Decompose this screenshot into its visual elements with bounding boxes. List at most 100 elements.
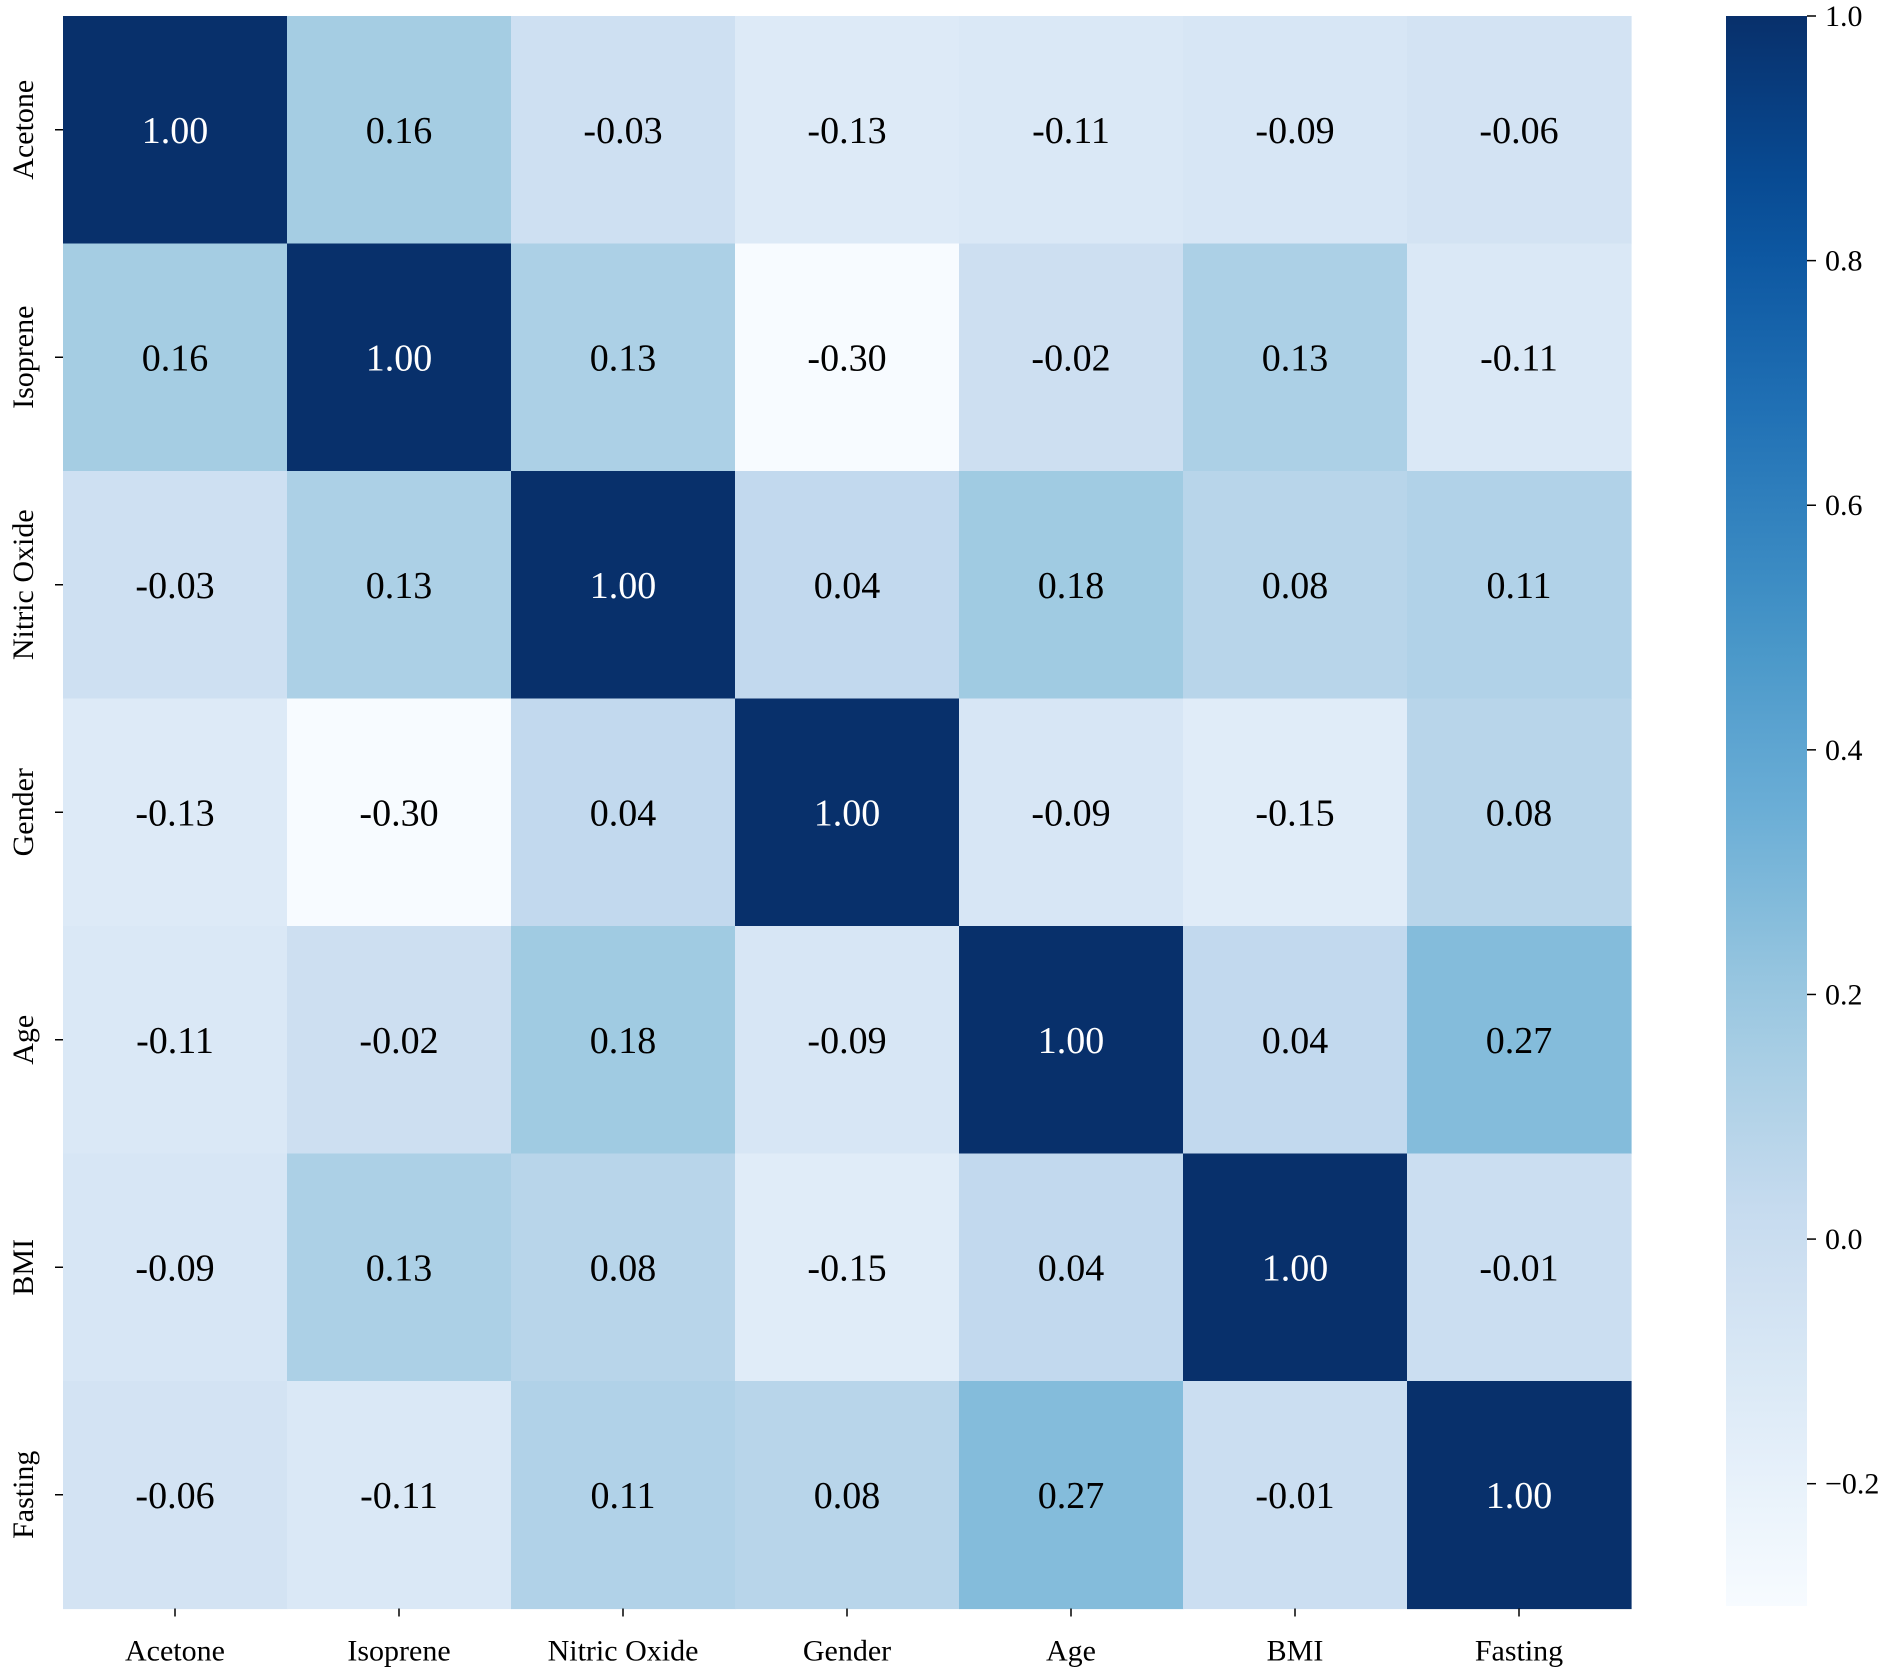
heatmap-cell-r6-c6 — [1407, 1381, 1632, 1610]
x-axis: Acetone Isoprene Nitric Oxide Gender Age BMI F… — [125, 1608, 1563, 1668]
heatmap-cell-r4-c3 — [735, 926, 960, 1155]
heatmap-value-r2-c1: 0.13 — [366, 565, 433, 607]
heatmap-cell-r1-c1 — [287, 243, 512, 472]
heatmap-value-r3-c0: -0.13 — [135, 792, 214, 834]
heatmap-value-r0-c3: -0.13 — [807, 110, 886, 152]
heatmap-value-r5-c5: 1.00 — [1262, 1247, 1329, 1289]
heatmap-cell-r0-c5 — [1183, 16, 1408, 245]
heatmap-value-r3-c1: -0.30 — [359, 792, 438, 834]
heatmap-cell-r0-c2 — [511, 16, 736, 245]
y-tick-label-3: Gender — [7, 768, 40, 856]
heatmap-cell-r1-c3 — [735, 243, 960, 472]
heatmap-value-r0-c4: -0.11 — [1032, 110, 1110, 152]
heatmap-value-r5-c3: -0.15 — [807, 1247, 886, 1289]
heatmap-cell-r3-c5 — [1183, 698, 1408, 927]
heatmap-value-r1-c2: 0.13 — [590, 337, 657, 379]
colorbar-tick-label-1: 0.8 — [1825, 245, 1863, 278]
heatmap-cell-r4-c4 — [959, 926, 1184, 1155]
y-tick-label-5: BMI — [7, 1239, 40, 1296]
heatmap-value-r6-c2: 0.11 — [590, 1475, 655, 1517]
heatmap-value-r4-c3: -0.09 — [807, 1020, 886, 1062]
heatmap-value-r4-c5: 0.04 — [1262, 1020, 1329, 1062]
heatmap-value-r2-c5: 0.08 — [1262, 565, 1329, 607]
heatmap-value-r3-c6: 0.08 — [1486, 792, 1553, 834]
heatmap-cell-r0-c6 — [1407, 16, 1632, 245]
heatmap-value-r5-c0: -0.09 — [135, 1247, 214, 1289]
heatmap-cell-r6-c4 — [959, 1381, 1184, 1610]
heatmap-cells — [63, 16, 1632, 1610]
heatmap-value-r0-c0: 1.00 — [142, 110, 209, 152]
colorbar-tick-label-0: 1.0 — [1825, 0, 1863, 33]
heatmap-value-r6-c1: -0.11 — [360, 1475, 438, 1517]
heatmap-value-r2-c0: -0.03 — [135, 565, 214, 607]
heatmap-cell-r1-c2 — [511, 243, 736, 472]
heatmap-value-r4-c1: -0.02 — [359, 1020, 438, 1062]
heatmap-value-r5-c1: 0.13 — [366, 1247, 433, 1289]
heatmap-cell-r6-c0 — [63, 1381, 288, 1610]
heatmap-value-r1-c0: 0.16 — [142, 337, 209, 379]
x-tick-label-1: Isoprene — [347, 1635, 450, 1668]
y-tick-label-0: Acetone — [7, 80, 40, 180]
heatmap-value-r5-c6: -0.01 — [1479, 1247, 1558, 1289]
colorbar-tick-label-3: 0.4 — [1825, 734, 1863, 767]
heatmap-cell-r0-c4 — [959, 16, 1184, 245]
colorbar-gradient — [1726, 16, 1807, 1606]
heatmap-cell-r2-c5 — [1183, 471, 1408, 700]
x-tick-label-3: Gender — [803, 1635, 891, 1668]
heatmap-value-r3-c2: 0.04 — [590, 792, 657, 834]
heatmap-cell-r0-c1 — [287, 16, 512, 245]
y-tick-label-4: Age — [7, 1015, 40, 1065]
heatmap-cell-r4-c0 — [63, 926, 288, 1155]
heatmap-value-r0-c1: 0.16 — [366, 110, 433, 152]
heatmap-value-r1-c3: -0.30 — [807, 337, 886, 379]
heatmap-cell-r5-c5 — [1183, 1153, 1408, 1382]
colorbar-tick-label-6: −0.2 — [1825, 1468, 1879, 1501]
heatmap-cell-r0-c3 — [735, 16, 960, 245]
heatmap-cell-r3-c6 — [1407, 698, 1632, 927]
y-tick-label-2: Nitric Oxide — [7, 509, 40, 660]
heatmap-cell-r3-c1 — [287, 698, 512, 927]
heatmap-value-r1-c6: -0.11 — [1480, 337, 1558, 379]
colorbar-tick-label-5: 0.0 — [1825, 1223, 1863, 1256]
heatmap-cell-r2-c0 — [63, 471, 288, 700]
colorbar-tick-label-2: 0.6 — [1825, 489, 1863, 522]
y-axis: Acetone Isoprene Nitric Oxide Gender Age BMI F… — [7, 80, 63, 1539]
heatmap-cell-r3-c3 — [735, 698, 960, 927]
heatmap-cell-r1-c6 — [1407, 243, 1632, 472]
heatmap-value-r2-c6: 0.11 — [1486, 565, 1551, 607]
heatmap-value-r2-c2: 1.00 — [590, 565, 657, 607]
heatmap-cell-r3-c4 — [959, 698, 1184, 927]
heatmap-value-r3-c5: -0.15 — [1255, 792, 1334, 834]
heatmap-cell-r5-c2 — [511, 1153, 736, 1382]
y-tick-label-6: Fasting — [7, 1451, 40, 1539]
x-tick-label-0: Acetone — [125, 1635, 225, 1668]
heatmap-value-r6-c0: -0.06 — [135, 1475, 214, 1517]
heatmap-value-r1-c1: 1.00 — [366, 337, 433, 379]
x-tick-label-5: BMI — [1267, 1635, 1324, 1668]
heatmap-cell-labels: 1.00 0.16 -0.03 -0.13 -0.11 -0.09 -0.06 0.16 1.0… — [135, 110, 1558, 1517]
heatmap-cell-r6-c5 — [1183, 1381, 1408, 1610]
heatmap-value-r0-c2: -0.03 — [583, 110, 662, 152]
heatmap-value-r3-c4: -0.09 — [1031, 792, 1110, 834]
heatmap-value-r1-c4: -0.02 — [1031, 337, 1110, 379]
heatmap-cell-r2-c3 — [735, 471, 960, 700]
heatmap-cell-r5-c4 — [959, 1153, 1184, 1382]
heatmap-value-r6-c3: 0.08 — [814, 1475, 881, 1517]
heatmap-cell-r2-c6 — [1407, 471, 1632, 700]
heatmap-cell-r5-c0 — [63, 1153, 288, 1382]
heatmap-cell-r5-c3 — [735, 1153, 960, 1382]
heatmap-value-r6-c6: 1.00 — [1486, 1475, 1553, 1517]
heatmap-value-r6-c4: 0.27 — [1038, 1475, 1105, 1517]
heatmap-value-r4-c4: 1.00 — [1038, 1020, 1105, 1062]
x-tick-label-4: Age — [1046, 1635, 1096, 1668]
heatmap-cell-r6-c2 — [511, 1381, 736, 1610]
heatmap-value-r5-c2: 0.08 — [590, 1247, 657, 1289]
heatmap-value-r0-c6: -0.06 — [1479, 110, 1558, 152]
colorbar-tick-label-4: 0.2 — [1825, 978, 1863, 1011]
heatmap-cell-r1-c4 — [959, 243, 1184, 472]
heatmap-cell-r5-c6 — [1407, 1153, 1632, 1382]
heatmap-value-r6-c5: -0.01 — [1255, 1475, 1334, 1517]
heatmap-cell-r4-c1 — [287, 926, 512, 1155]
heatmap-cell-r2-c1 — [287, 471, 512, 700]
